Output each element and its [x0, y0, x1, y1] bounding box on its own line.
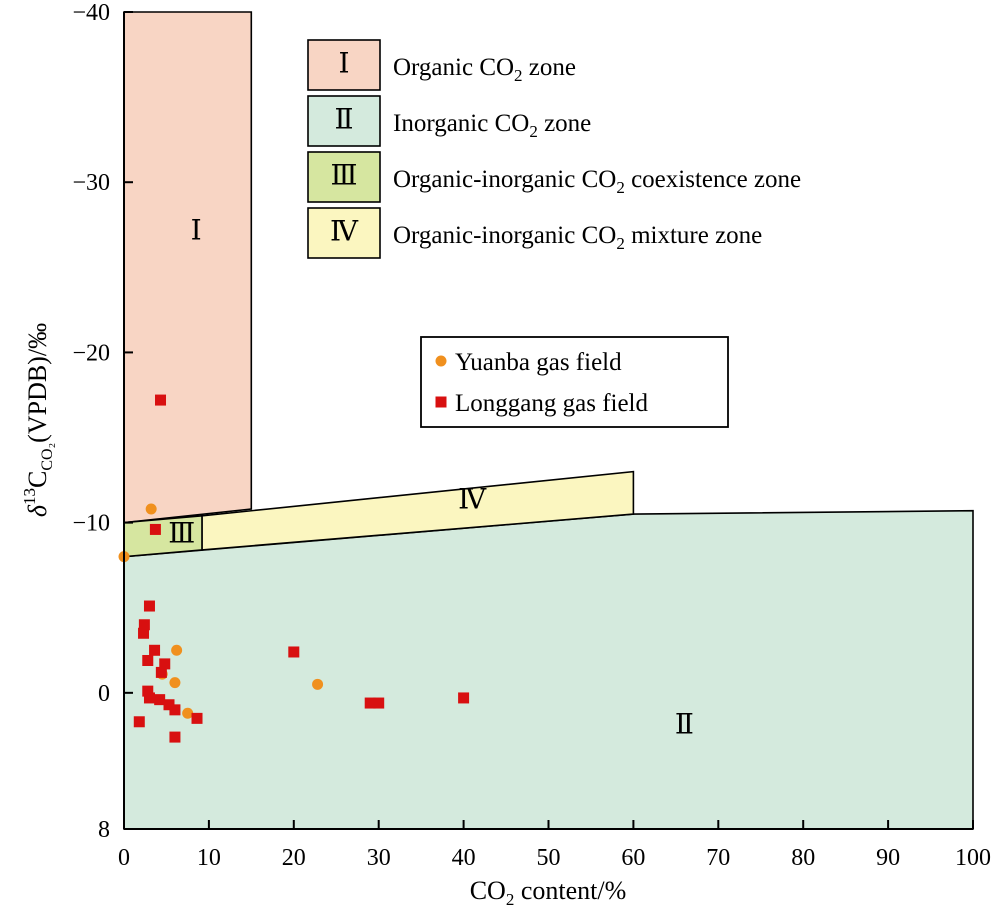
x-tick-label: 0: [118, 845, 130, 871]
legend-swatch-3: [307, 151, 381, 203]
legend-zone-text: Inorganic CO2 zone: [393, 110, 591, 141]
x-tick-label: 20: [282, 845, 306, 871]
longgang-point: [364, 697, 376, 709]
legend-numeral: Ⅲ: [330, 160, 357, 191]
longgang-point: [143, 600, 155, 612]
legend-numeral: Ⅱ: [334, 104, 353, 135]
y-axis-title: δ13CCO₂(VPDB)/‰: [20, 323, 56, 517]
legend-series-label: Longgang gas field: [455, 390, 649, 417]
legend-swatch-2: [307, 95, 381, 147]
longgang-point: [142, 685, 154, 697]
zone-label-IV: Ⅳ: [458, 485, 487, 516]
longgang-point: [138, 619, 150, 631]
x-axis-title: CO2 content/%: [470, 876, 627, 909]
zone-labels-layer: Ⅰ Ⅱ Ⅲ Ⅳ: [168, 216, 694, 741]
x-tick-label: 10: [197, 845, 221, 871]
y-tick-label: −20: [72, 340, 110, 366]
zone-IV: [201, 470, 635, 551]
longgang-point: [149, 644, 161, 656]
x-tick-label: 30: [367, 845, 391, 871]
longgang-point: [373, 697, 385, 709]
longgang-point: [159, 658, 171, 670]
zone-label-II: Ⅱ: [675, 709, 694, 740]
data-points-layer: [118, 394, 470, 743]
y-tick-label: −10: [72, 511, 110, 537]
legend-numeral: Ⅰ: [338, 48, 349, 79]
longgang-point: [288, 646, 300, 658]
series-legend-box: [420, 336, 729, 428]
zone-label-III: Ⅲ: [168, 519, 195, 550]
y-tick-label: −30: [72, 170, 110, 196]
zone-label-I: Ⅰ: [191, 216, 202, 247]
x-tick-label: 90: [876, 845, 900, 871]
axis-titles: CO2 content/% δ13CCO₂(VPDB)/‰: [20, 323, 626, 909]
longgang-point: [149, 523, 161, 535]
x-tick-label: 60: [621, 845, 645, 871]
longgang-point: [191, 712, 203, 724]
zone-legend: Ⅰ Organic CO2 zone Ⅱ Inorganic CO2 zone Ⅲ Org…: [307, 39, 801, 259]
legend-zone-text: Organic-inorganic CO2 mixture zone: [393, 222, 762, 253]
legend-zone-text: Organic-inorganic CO2 coexistence zone: [393, 166, 801, 197]
legend-square-marker: [435, 396, 447, 408]
longgang-point: [138, 627, 150, 639]
longgang-point: [155, 394, 167, 406]
y-tick-label: 0: [98, 681, 110, 707]
x-tick-label: 50: [537, 845, 561, 871]
x-tick-label: 80: [791, 845, 815, 871]
longgang-point: [169, 704, 181, 716]
longgang-point: [143, 692, 155, 704]
x-tick-label: 40: [452, 845, 476, 871]
zone-I: [123, 11, 253, 524]
longgang-point: [458, 692, 470, 704]
legend-numeral: Ⅳ: [330, 216, 359, 247]
legend-swatch-1: [307, 39, 381, 91]
yuanba-point: [182, 707, 194, 719]
y-tick-label: 8: [98, 817, 110, 843]
zone-II: [123, 509, 974, 830]
yuanba-point: [171, 644, 183, 656]
x-tick-label: 70: [706, 845, 730, 871]
y-tick-label: −40: [72, 0, 110, 26]
yuanba-point: [312, 678, 324, 690]
longgang-point: [169, 731, 181, 743]
longgang-point: [154, 694, 166, 706]
longgang-point: [155, 666, 167, 678]
series-legend: Yuanba gas field Longgang gas field: [420, 336, 729, 428]
longgang-point: [163, 699, 175, 711]
yuanba-point: [145, 503, 157, 515]
yuanba-point: [169, 677, 181, 689]
legend-zone-text: Organic CO2 zone: [393, 54, 576, 85]
x-tick-label: 100: [955, 845, 991, 871]
legend-series-label: Yuanba gas field: [455, 349, 622, 376]
longgang-point: [133, 716, 145, 728]
longgang-point: [142, 654, 154, 666]
legend-swatch-4: [307, 207, 381, 259]
legend-circle-marker: [435, 355, 447, 367]
